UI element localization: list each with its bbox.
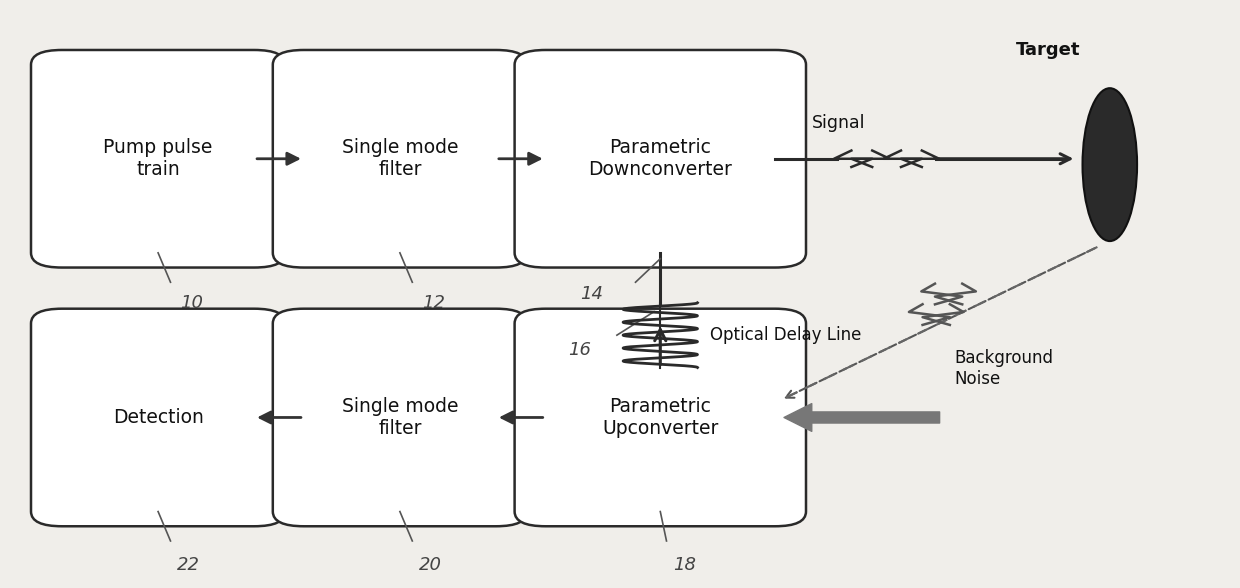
Text: Background
Noise: Background Noise bbox=[955, 349, 1054, 388]
Text: 10: 10 bbox=[181, 294, 203, 312]
Text: 14: 14 bbox=[580, 285, 604, 303]
FancyBboxPatch shape bbox=[31, 309, 285, 526]
Text: 16: 16 bbox=[568, 341, 591, 359]
Text: Target: Target bbox=[1016, 41, 1080, 59]
Text: 18: 18 bbox=[672, 556, 696, 574]
Text: Parametric
Downconverter: Parametric Downconverter bbox=[588, 138, 733, 179]
Ellipse shape bbox=[1083, 88, 1137, 241]
FancyBboxPatch shape bbox=[515, 50, 806, 268]
Text: Single mode
filter: Single mode filter bbox=[342, 397, 458, 438]
Text: Detection: Detection bbox=[113, 408, 203, 427]
Text: 12: 12 bbox=[422, 294, 445, 312]
Text: Signal: Signal bbox=[812, 114, 866, 132]
Text: 20: 20 bbox=[419, 556, 441, 574]
Text: Single mode
filter: Single mode filter bbox=[342, 138, 458, 179]
FancyBboxPatch shape bbox=[31, 50, 285, 268]
FancyBboxPatch shape bbox=[273, 50, 527, 268]
Text: Parametric
Upconverter: Parametric Upconverter bbox=[603, 397, 718, 438]
Text: Optical Delay Line: Optical Delay Line bbox=[709, 326, 862, 344]
FancyBboxPatch shape bbox=[515, 309, 806, 526]
Text: Pump pulse
train: Pump pulse train bbox=[103, 138, 213, 179]
Text: 22: 22 bbox=[177, 556, 200, 574]
FancyBboxPatch shape bbox=[273, 309, 527, 526]
